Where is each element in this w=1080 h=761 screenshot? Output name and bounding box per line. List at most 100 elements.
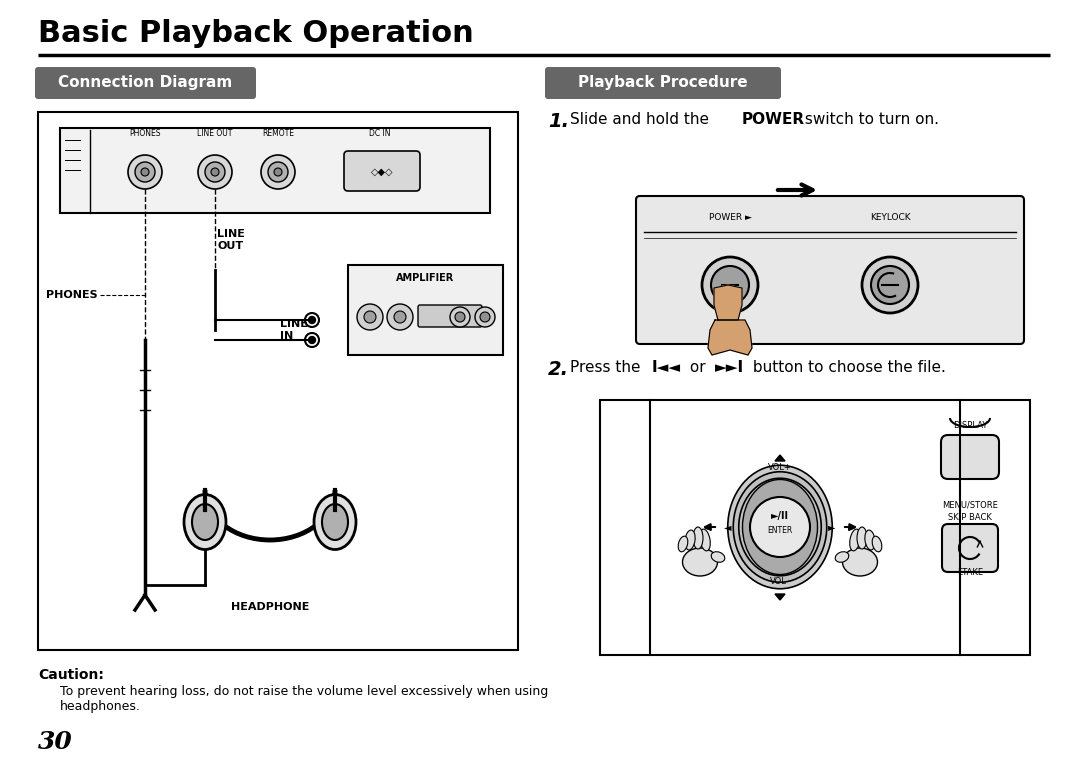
Text: ►: ► bbox=[828, 522, 836, 532]
Ellipse shape bbox=[683, 548, 717, 576]
Circle shape bbox=[141, 168, 149, 176]
Circle shape bbox=[129, 155, 162, 189]
Ellipse shape bbox=[700, 529, 711, 551]
Text: VOL-: VOL- bbox=[770, 577, 789, 586]
Ellipse shape bbox=[678, 537, 688, 552]
Text: Slide and hold the: Slide and hold the bbox=[570, 112, 714, 127]
Polygon shape bbox=[708, 320, 752, 355]
Circle shape bbox=[309, 317, 315, 323]
Text: ►/II: ►/II bbox=[771, 511, 789, 521]
Text: ►: ► bbox=[848, 522, 855, 532]
Text: To prevent hearing loss, do not raise the volume level excessively when using: To prevent hearing loss, do not raise th… bbox=[60, 685, 549, 698]
Circle shape bbox=[309, 336, 315, 343]
Text: DC IN: DC IN bbox=[369, 129, 391, 138]
Ellipse shape bbox=[322, 504, 348, 540]
Text: PHONES: PHONES bbox=[46, 290, 98, 300]
Text: Basic Playback Operation: Basic Playback Operation bbox=[38, 19, 474, 48]
Text: ◄: ◄ bbox=[725, 522, 732, 532]
Text: 2.: 2. bbox=[548, 360, 569, 379]
Ellipse shape bbox=[728, 465, 833, 589]
FancyBboxPatch shape bbox=[545, 67, 781, 99]
Circle shape bbox=[305, 313, 319, 327]
Text: LINE
OUT: LINE OUT bbox=[217, 229, 245, 251]
Circle shape bbox=[450, 307, 470, 327]
Text: POWER: POWER bbox=[742, 112, 805, 127]
Ellipse shape bbox=[693, 527, 703, 549]
Text: switch to turn on.: switch to turn on. bbox=[800, 112, 939, 127]
Ellipse shape bbox=[314, 495, 356, 549]
Bar bbox=[348, 265, 503, 355]
Ellipse shape bbox=[743, 479, 818, 575]
FancyBboxPatch shape bbox=[636, 196, 1024, 344]
Ellipse shape bbox=[865, 530, 875, 550]
Circle shape bbox=[268, 162, 288, 182]
Text: VOL+: VOL+ bbox=[768, 463, 792, 472]
Circle shape bbox=[387, 304, 413, 330]
Text: ETAKE: ETAKE bbox=[957, 568, 983, 577]
Text: POWER ►: POWER ► bbox=[708, 213, 752, 222]
Circle shape bbox=[870, 266, 909, 304]
Text: KEYLOCK: KEYLOCK bbox=[869, 213, 910, 222]
Circle shape bbox=[364, 311, 376, 323]
Text: 1.: 1. bbox=[548, 112, 569, 131]
Ellipse shape bbox=[835, 552, 849, 562]
Ellipse shape bbox=[733, 472, 827, 582]
Text: PHONES: PHONES bbox=[130, 129, 161, 138]
Circle shape bbox=[862, 257, 918, 313]
Ellipse shape bbox=[184, 495, 226, 549]
Circle shape bbox=[394, 311, 406, 323]
Text: ◇◆◇: ◇◆◇ bbox=[370, 167, 393, 177]
Text: ►►I: ►►I bbox=[715, 360, 744, 375]
Text: 30: 30 bbox=[38, 730, 72, 754]
Circle shape bbox=[135, 162, 156, 182]
FancyBboxPatch shape bbox=[345, 151, 420, 191]
Circle shape bbox=[480, 312, 490, 322]
Ellipse shape bbox=[192, 504, 218, 540]
Ellipse shape bbox=[685, 530, 696, 550]
Circle shape bbox=[711, 266, 750, 304]
FancyBboxPatch shape bbox=[418, 305, 482, 327]
Circle shape bbox=[198, 155, 232, 189]
Polygon shape bbox=[775, 594, 785, 600]
Text: Connection Diagram: Connection Diagram bbox=[58, 75, 232, 91]
Text: I◄◄: I◄◄ bbox=[652, 360, 681, 375]
Bar bbox=[600, 400, 1030, 655]
Text: MENU/STORE: MENU/STORE bbox=[942, 501, 998, 510]
Circle shape bbox=[357, 304, 383, 330]
Text: ENTER: ENTER bbox=[768, 526, 793, 535]
Circle shape bbox=[205, 162, 225, 182]
Ellipse shape bbox=[850, 529, 861, 551]
Text: or: or bbox=[685, 360, 711, 375]
Ellipse shape bbox=[712, 552, 725, 562]
Text: Press the: Press the bbox=[570, 360, 646, 375]
Circle shape bbox=[475, 307, 495, 327]
Polygon shape bbox=[714, 285, 742, 320]
FancyBboxPatch shape bbox=[942, 524, 998, 572]
Text: LINE
IN: LINE IN bbox=[280, 319, 308, 341]
Circle shape bbox=[455, 312, 465, 322]
Circle shape bbox=[274, 168, 282, 176]
Text: LINE OUT: LINE OUT bbox=[198, 129, 232, 138]
Text: DISPLAY: DISPLAY bbox=[953, 421, 987, 430]
Circle shape bbox=[211, 168, 219, 176]
Circle shape bbox=[702, 257, 758, 313]
Text: button to choose the file.: button to choose the file. bbox=[748, 360, 946, 375]
Text: Playback Procedure: Playback Procedure bbox=[578, 75, 747, 91]
Ellipse shape bbox=[858, 527, 867, 549]
Ellipse shape bbox=[739, 478, 821, 576]
Ellipse shape bbox=[842, 548, 877, 576]
Text: Caution:: Caution: bbox=[38, 668, 104, 682]
Text: SKIP BACK: SKIP BACK bbox=[948, 513, 991, 522]
Circle shape bbox=[261, 155, 295, 189]
Text: REMOTE: REMOTE bbox=[262, 129, 294, 138]
Circle shape bbox=[750, 497, 810, 557]
Polygon shape bbox=[775, 455, 785, 461]
FancyBboxPatch shape bbox=[35, 67, 256, 99]
Text: AMPLIFIER: AMPLIFIER bbox=[396, 273, 455, 283]
Text: ◄: ◄ bbox=[704, 522, 712, 532]
FancyBboxPatch shape bbox=[941, 435, 999, 479]
Text: HEADPHONE: HEADPHONE bbox=[231, 602, 309, 612]
Text: headphones.: headphones. bbox=[60, 700, 140, 713]
Ellipse shape bbox=[873, 537, 881, 552]
Bar bbox=[60, 128, 490, 213]
